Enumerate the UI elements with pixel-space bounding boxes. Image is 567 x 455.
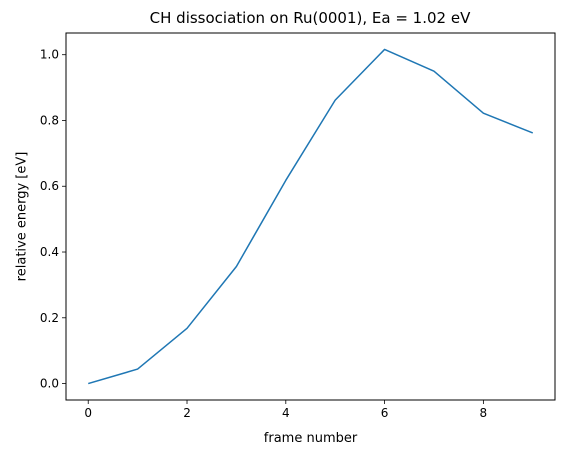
plot-area bbox=[88, 48, 534, 385]
y-tick-label: 0.0 bbox=[40, 377, 59, 391]
x-tick-label: 6 bbox=[381, 406, 389, 420]
y-tick-label: 0.8 bbox=[40, 113, 59, 127]
plot-frame bbox=[65, 32, 556, 401]
y-axis: 0.0 0.2 0.4 0.6 0.8 1.0 bbox=[40, 48, 66, 391]
y-tick-label: 0.2 bbox=[40, 311, 59, 325]
series-line-0 bbox=[88, 48, 534, 385]
x-tick-label: 2 bbox=[183, 406, 191, 420]
x-axis: 0 2 4 6 8 bbox=[84, 400, 487, 420]
x-axis-label: frame number bbox=[264, 431, 358, 446]
y-tick-label: 1.0 bbox=[40, 48, 59, 62]
y-tick-label: 0.4 bbox=[40, 245, 59, 259]
x-tick-label: 4 bbox=[282, 406, 290, 420]
x-tick-label: 8 bbox=[480, 406, 488, 420]
y-tick-label: 0.6 bbox=[40, 179, 59, 193]
chart-title: CH dissociation on Ru(0001), Ea = 1.02 e… bbox=[150, 9, 471, 27]
x-tick-label: 0 bbox=[84, 406, 92, 420]
y-axis-label: relative energy [eV] bbox=[15, 152, 30, 282]
